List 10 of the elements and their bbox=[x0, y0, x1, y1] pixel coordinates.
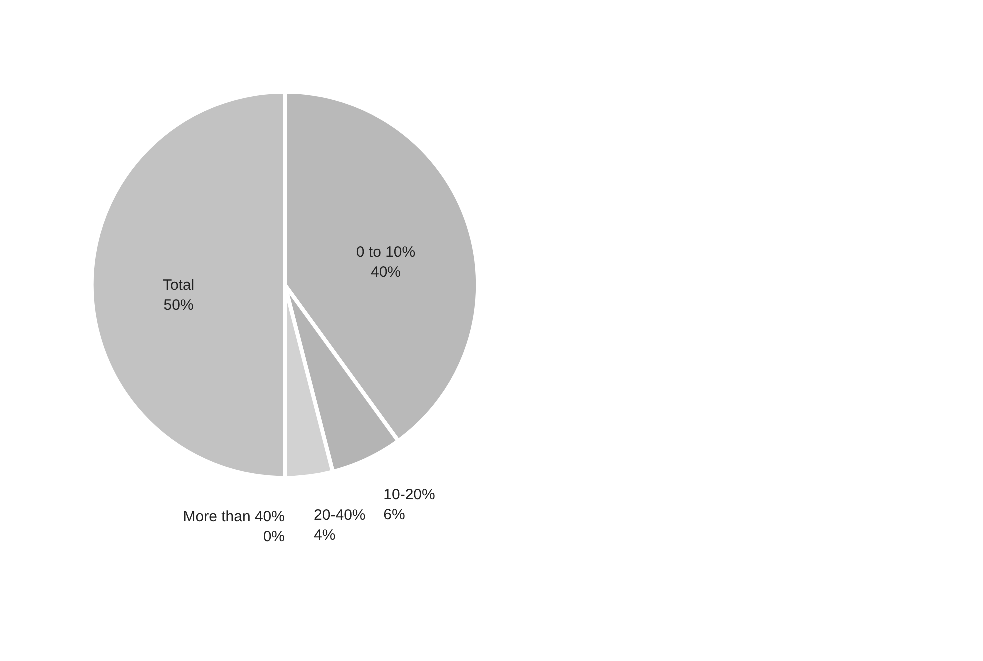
slice-label: 0 to 10% bbox=[356, 244, 416, 262]
text: 0% bbox=[263, 528, 285, 546]
slice-label: 20-40% bbox=[314, 506, 366, 524]
data-label: 4% bbox=[314, 526, 336, 544]
slice-label: 10-20% bbox=[384, 486, 436, 504]
data-label: 40% bbox=[370, 264, 402, 282]
category-label: More than 40% bbox=[183, 508, 285, 526]
slice-label: Total bbox=[162, 277, 195, 294]
data-label: 50% bbox=[164, 297, 194, 314]
data-label: 6% bbox=[384, 506, 406, 524]
